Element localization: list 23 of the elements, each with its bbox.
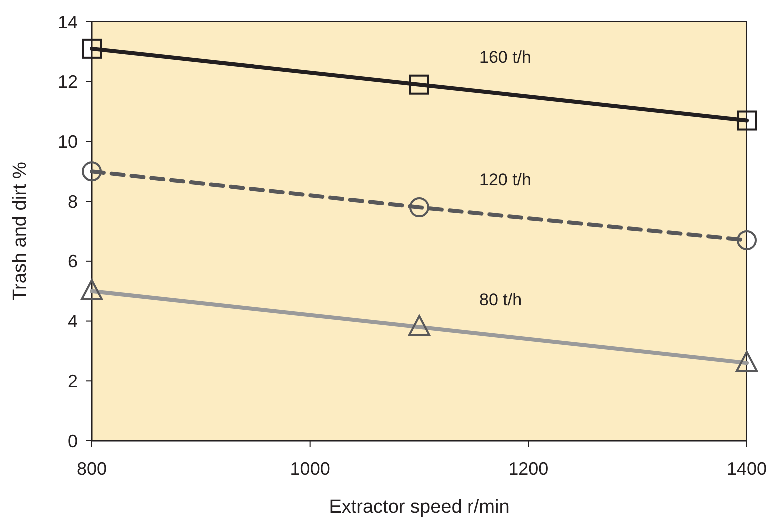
y-tick-label: 12 [58,72,78,92]
series-label: 160 t/h [480,48,532,67]
point [737,230,757,250]
y-tick-label: 6 [68,252,78,272]
point [410,198,430,218]
point [82,38,102,59]
y-tick-label: 8 [68,192,78,212]
y-axis-title: Trash and dirt % [10,162,31,301]
x-tick-label: 1200 [508,459,549,479]
point [737,110,757,131]
x-tick-label: 800 [76,459,108,479]
y-tick-label: 2 [68,371,78,392]
y-tick-label: 10 [58,132,78,152]
y-tick-label: 4 [68,312,78,332]
x-tick-label: 1000 [290,459,330,479]
x-axis-title: Extractor speed r/min [329,497,510,518]
series-label: 80 t/h [480,290,522,310]
y-tick-label: 14 [58,12,78,32]
point [82,162,102,182]
y-tick-label: 0 [68,431,78,452]
point [410,74,430,95]
series-label: 120 t/h [480,170,532,190]
x-tick-label: 1400 [726,459,768,479]
